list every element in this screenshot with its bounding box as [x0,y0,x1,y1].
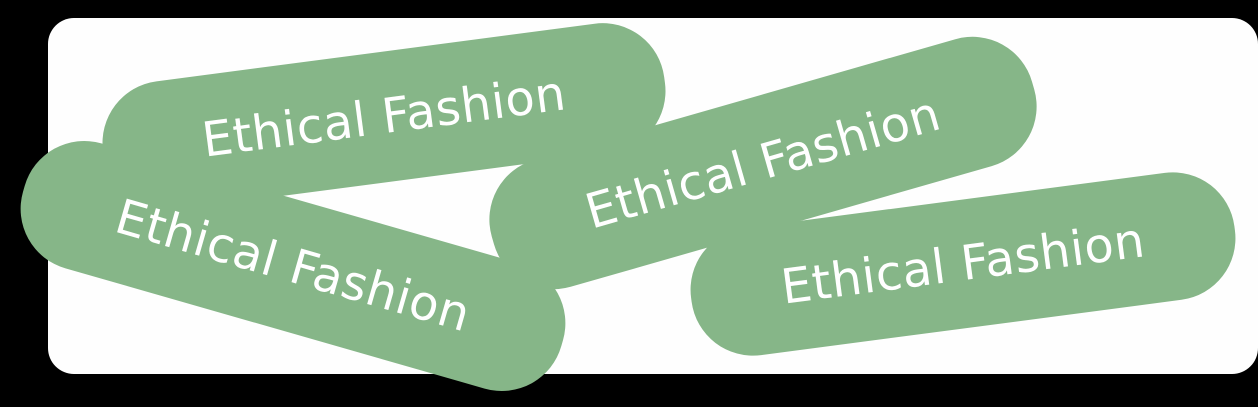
sticker-label: Ethical Fashion [198,65,570,169]
sticker-label: Ethical Fashion [777,212,1149,316]
